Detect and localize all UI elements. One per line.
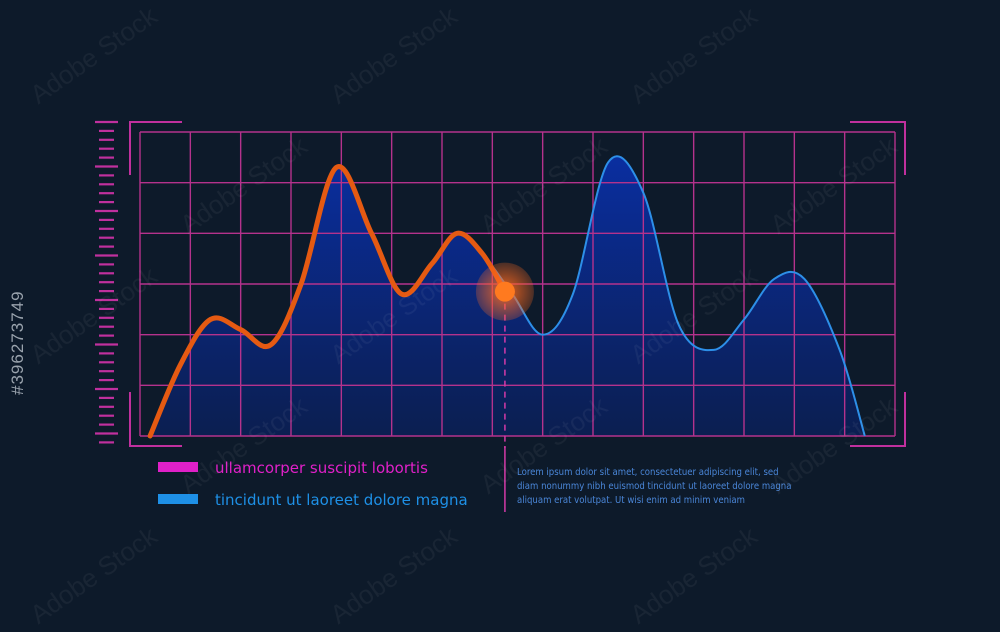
bracket-top-right	[850, 121, 906, 175]
bracket-bottom-right	[850, 392, 906, 447]
bracket-top-left	[129, 121, 182, 175]
tick-ruler	[95, 120, 118, 444]
description-line-1: Lorem ipsum dolor sit amet, consectetuer…	[517, 467, 779, 478]
highlight-point[interactable]	[494, 281, 515, 302]
series-line-orange	[147, 164, 508, 439]
legend-label-2: tincidunt ut laoreet dolore magna	[215, 491, 468, 509]
legend-swatch-blue	[158, 494, 198, 504]
stock-id-label: #396273749	[8, 290, 27, 395]
legend-label-1: ullamcorper suscipit lobortis	[215, 459, 428, 477]
bracket-bottom-left	[129, 392, 182, 447]
description-line-2: diam nonummy nibh euismod tincidunt ut l…	[517, 481, 791, 492]
frame-brackets	[129, 121, 906, 447]
description-line-3: aliquam erat volutpat. Ut wisi enim ad m…	[517, 495, 745, 506]
grid	[139, 131, 896, 437]
legend-swatch-magenta	[158, 462, 198, 472]
